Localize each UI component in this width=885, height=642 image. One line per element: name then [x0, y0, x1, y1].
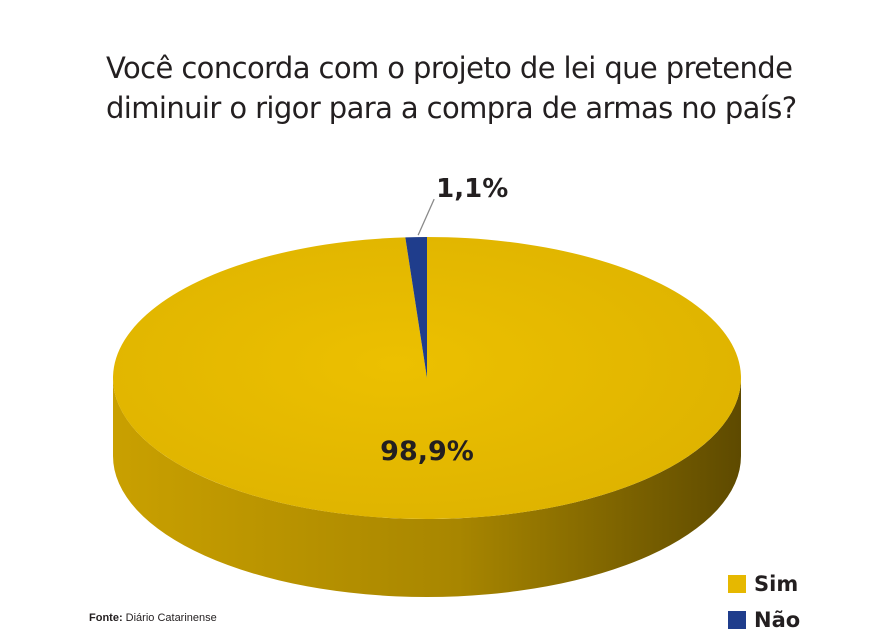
legend: Sim Não — [728, 566, 800, 638]
pie-slice-sim — [113, 237, 742, 520]
legend-label-sim: Sim — [754, 572, 799, 596]
legend-swatch-sim — [728, 575, 746, 593]
legend-item-sim: Sim — [728, 566, 800, 602]
data-label-nao: 1,1% — [436, 174, 508, 204]
pie-slice-nao — [405, 237, 427, 378]
source-text: Diário Catarinense — [122, 612, 217, 624]
legend-item-nao: Não — [728, 602, 800, 638]
leader-line-nao — [417, 198, 435, 236]
chart-title-line-1: Você concorda com o projeto de lei que p… — [106, 51, 793, 85]
legend-label-nao: Não — [754, 608, 801, 632]
pie-3d — [113, 237, 742, 597]
source-prefix: Fonte: — [89, 612, 123, 624]
source-note: Fonte: Diário Catarinense — [89, 612, 217, 624]
pie-labels: 98,9% 1,1% — [380, 174, 508, 467]
chart-title-line-2: diminuir o rigor para a compra de armas … — [106, 91, 797, 125]
chart-title: Você concorda com o projeto de lei que p… — [106, 48, 826, 128]
pie-side-sim — [113, 378, 741, 597]
legend-swatch-nao — [728, 611, 746, 629]
data-label-sim: 98,9% — [380, 436, 474, 467]
